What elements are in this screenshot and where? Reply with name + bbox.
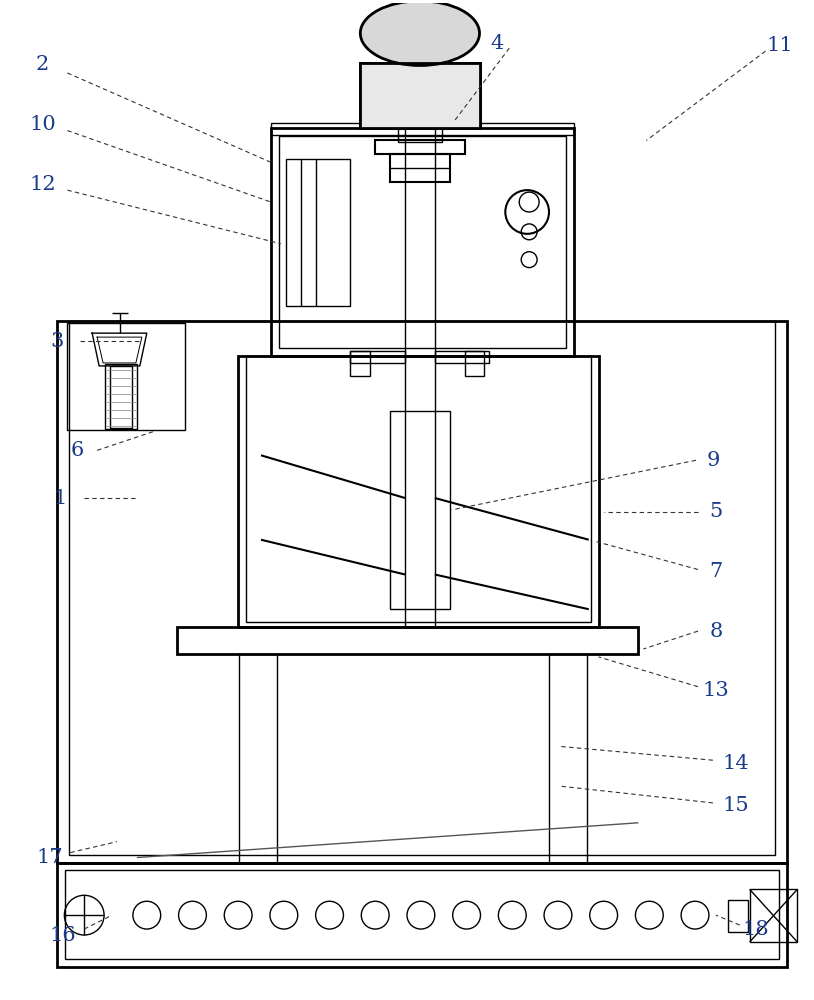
Text: 16: 16 <box>49 926 76 945</box>
Text: 13: 13 <box>702 681 729 700</box>
Bar <box>58 321 787 863</box>
Text: 17: 17 <box>36 848 63 867</box>
Bar <box>68 323 185 430</box>
Bar <box>405 356 435 627</box>
Bar <box>177 627 638 654</box>
Text: 4: 4 <box>491 34 504 53</box>
Text: 7: 7 <box>709 562 723 581</box>
Bar <box>361 63 479 128</box>
Bar <box>549 654 587 863</box>
Bar <box>390 411 449 609</box>
Text: 6: 6 <box>71 441 84 460</box>
Bar <box>271 123 574 135</box>
Bar <box>750 889 798 942</box>
Bar <box>465 351 484 376</box>
Bar <box>405 128 435 356</box>
Bar <box>271 128 574 356</box>
Bar <box>390 154 449 182</box>
Bar <box>110 366 132 428</box>
Bar <box>246 356 591 622</box>
Bar <box>350 351 370 376</box>
Bar <box>65 870 780 959</box>
Ellipse shape <box>361 1 479 65</box>
Text: 5: 5 <box>709 502 723 521</box>
Text: 15: 15 <box>723 796 749 815</box>
Bar <box>279 136 566 348</box>
Bar <box>58 863 787 967</box>
Text: 3: 3 <box>50 332 64 351</box>
Bar <box>375 140 465 154</box>
Bar <box>350 351 405 363</box>
Bar <box>435 351 489 363</box>
Text: 10: 10 <box>29 115 56 134</box>
Text: 11: 11 <box>766 36 793 55</box>
Bar <box>286 159 350 306</box>
Text: 1: 1 <box>54 489 67 508</box>
Text: 9: 9 <box>707 451 720 470</box>
Text: 8: 8 <box>709 622 723 641</box>
Bar <box>239 356 598 627</box>
Text: 2: 2 <box>36 55 49 74</box>
Bar <box>728 900 748 932</box>
Text: 14: 14 <box>723 754 749 773</box>
Bar <box>105 364 137 429</box>
Bar <box>361 63 479 128</box>
Bar <box>69 321 776 855</box>
Bar <box>361 63 479 128</box>
Bar <box>239 654 277 863</box>
Text: 18: 18 <box>742 920 769 939</box>
Bar <box>398 123 442 142</box>
Text: 12: 12 <box>29 175 56 194</box>
